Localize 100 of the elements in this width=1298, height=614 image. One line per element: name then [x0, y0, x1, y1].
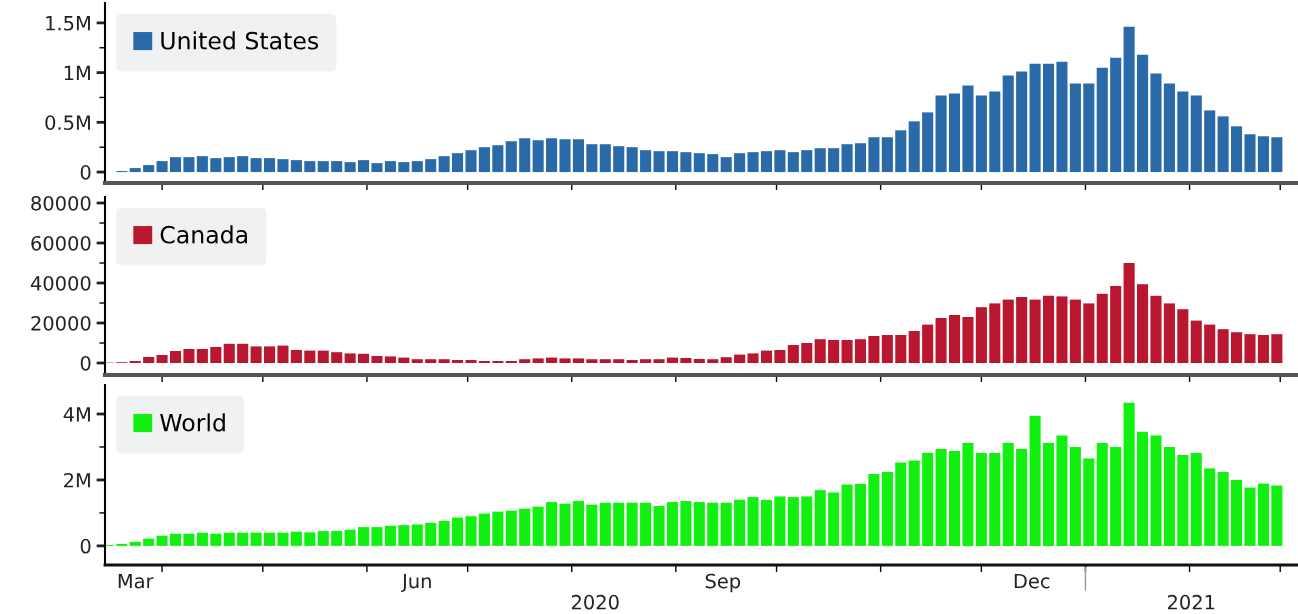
bar: [680, 501, 692, 546]
y-tick-label: 0: [80, 538, 91, 554]
bar: [169, 533, 182, 546]
bar: [1150, 435, 1162, 546]
bar: [1217, 472, 1229, 546]
bar: [1163, 83, 1175, 173]
bar: [653, 505, 665, 546]
bar: [747, 353, 759, 363]
bar: [1177, 454, 1189, 546]
bar: [1271, 137, 1283, 173]
bar: [465, 360, 477, 363]
bar: [586, 144, 598, 173]
bar: [492, 145, 504, 173]
bar: [1056, 435, 1068, 546]
bar: [868, 137, 880, 173]
bar: [371, 163, 383, 173]
bar: [1069, 299, 1081, 363]
bar: [962, 443, 974, 546]
bar: [1002, 443, 1014, 546]
bar: [344, 353, 356, 363]
bar: [720, 357, 732, 363]
text: 2020: [571, 594, 619, 610]
bar: [156, 535, 168, 546]
bar: [640, 150, 652, 173]
x-tick-label: Mar: [118, 573, 154, 589]
bar: [371, 356, 383, 363]
bar: [1096, 293, 1108, 363]
bar: [935, 95, 947, 173]
bar: [1137, 284, 1149, 363]
bar: [841, 340, 853, 363]
bar: [935, 448, 947, 546]
bar: [989, 303, 1001, 363]
bar: [1257, 483, 1269, 546]
bar: [169, 351, 182, 363]
bar: [948, 315, 961, 363]
bar: [948, 93, 961, 173]
bar: [586, 504, 598, 546]
bar: [1002, 299, 1014, 363]
bar: [438, 156, 450, 173]
bar: [1150, 295, 1162, 363]
bar: [1190, 95, 1202, 173]
bar: [868, 474, 880, 546]
bar: [1002, 75, 1014, 173]
bar: [452, 360, 464, 363]
bar: [653, 151, 665, 173]
bar: [572, 501, 584, 546]
bar: [1231, 126, 1243, 173]
y-tick-label: 1M: [64, 65, 90, 80]
bar: [1163, 446, 1175, 546]
bar: [693, 502, 705, 546]
bar: [1069, 446, 1081, 546]
bar: [962, 85, 974, 173]
bar: [613, 502, 625, 546]
bar: [895, 130, 907, 173]
bar: [143, 357, 155, 363]
y-tick-label: 4M: [63, 407, 90, 422]
bar: [599, 144, 611, 173]
bar: [975, 307, 987, 363]
y-tick-label: 1.5M: [46, 16, 90, 31]
bar: [1096, 67, 1108, 173]
bar: [1123, 402, 1135, 546]
bar: [237, 343, 249, 363]
bar: [948, 450, 961, 546]
bar: [666, 357, 678, 363]
bar: [586, 359, 598, 363]
bar: [519, 359, 531, 363]
bar: [1042, 63, 1055, 173]
bar: [1029, 63, 1041, 173]
y-tick-label: 20000: [31, 315, 91, 331]
bar: [465, 150, 477, 173]
bar: [196, 532, 208, 546]
bar: [613, 146, 625, 173]
bar: [250, 532, 262, 546]
bar: [1231, 479, 1243, 546]
bar: [1204, 324, 1216, 363]
bar: [223, 157, 235, 173]
bar: [1257, 335, 1269, 363]
bar: [317, 350, 329, 363]
bar: [559, 503, 571, 546]
bar: [183, 533, 195, 546]
bar: [317, 161, 329, 173]
bar: [425, 359, 437, 363]
bar: [989, 91, 1001, 173]
bar: [801, 496, 813, 546]
bar: [1217, 329, 1229, 363]
bar: [1204, 468, 1216, 546]
bar: [250, 346, 262, 363]
bar: [1123, 26, 1135, 173]
bar: [263, 532, 276, 546]
bar: [989, 452, 1001, 546]
bar: [1042, 443, 1055, 546]
bar: [411, 524, 423, 546]
bar: [720, 157, 732, 173]
bar: [734, 354, 746, 363]
bar: [532, 506, 544, 546]
y-tick-label: 80000: [31, 195, 91, 211]
bar: [613, 359, 625, 363]
bar: [787, 497, 799, 546]
bar: [1137, 431, 1149, 546]
bar: [572, 358, 584, 363]
